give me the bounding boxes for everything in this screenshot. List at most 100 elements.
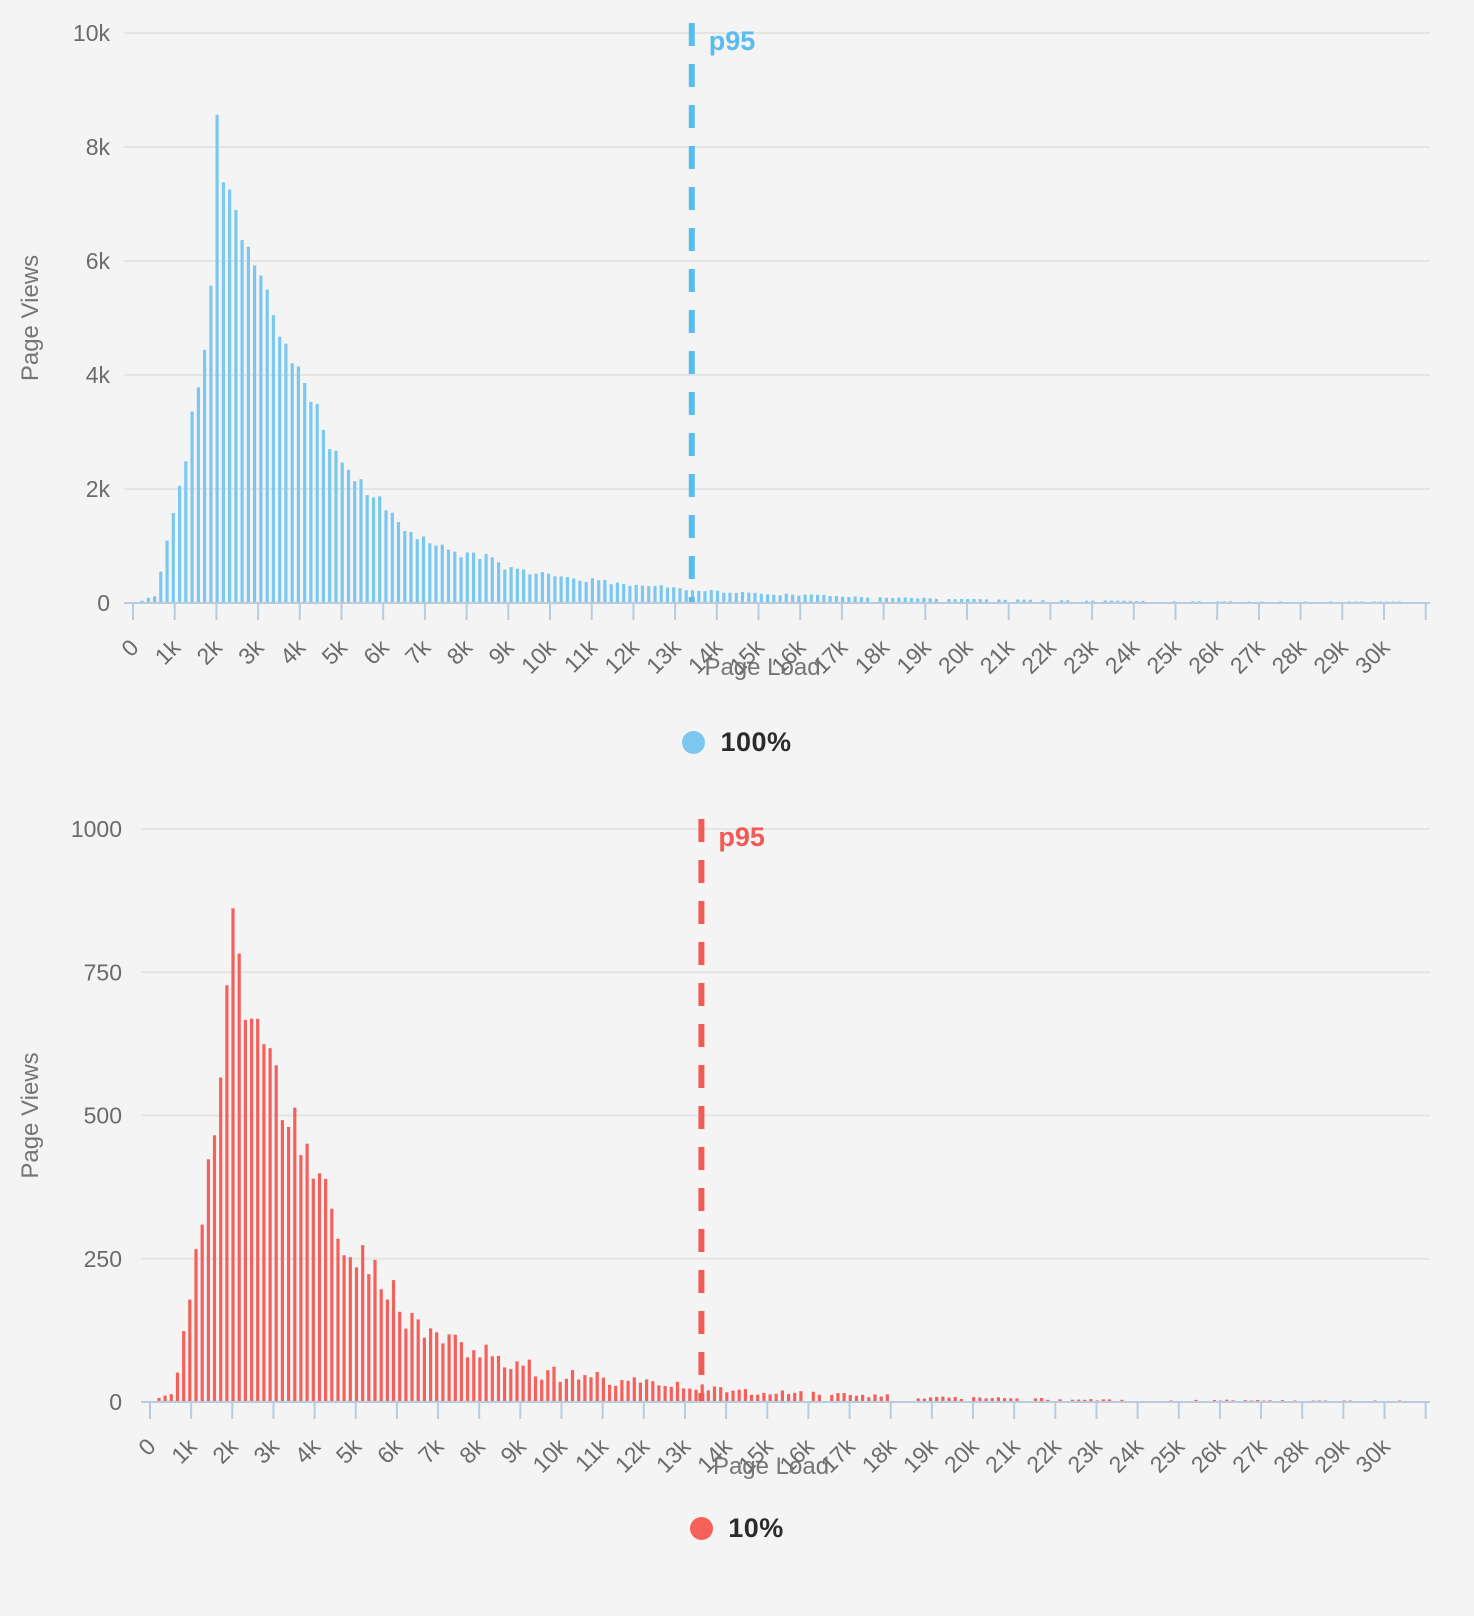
histogram-bar bbox=[703, 591, 707, 603]
x-tick-label: 20k bbox=[939, 1433, 984, 1478]
histogram-bar bbox=[440, 544, 444, 603]
histogram-bar bbox=[478, 559, 482, 603]
histogram-bar bbox=[797, 595, 801, 603]
x-tick-label: 28k bbox=[1267, 634, 1312, 679]
y-tick-label: 0 bbox=[109, 1389, 122, 1415]
histogram-bar bbox=[268, 1048, 272, 1402]
histogram-bar bbox=[330, 1208, 334, 1402]
histogram-bar bbox=[466, 1357, 470, 1402]
histogram-bar bbox=[774, 1393, 778, 1402]
histogram-bar bbox=[972, 599, 976, 603]
histogram-bar bbox=[966, 599, 970, 603]
histogram-bar bbox=[866, 597, 870, 603]
histogram-bar bbox=[645, 1379, 649, 1402]
histogram-bar bbox=[472, 552, 476, 603]
histogram-bar bbox=[626, 1380, 630, 1402]
histogram-bar bbox=[959, 599, 964, 603]
legend-label-100: 100% bbox=[720, 726, 792, 757]
histogram-bar bbox=[1225, 1399, 1229, 1402]
sampled-histogram-legend[interactable]: 10% bbox=[0, 1508, 1474, 1548]
histogram-bar bbox=[305, 1143, 309, 1402]
histogram-bar bbox=[772, 594, 776, 603]
histogram-bar bbox=[690, 590, 695, 603]
y-tick-label: 1000 bbox=[71, 816, 122, 842]
histogram-bar bbox=[816, 594, 820, 603]
histogram-bar bbox=[759, 593, 763, 603]
histogram-bar bbox=[265, 289, 269, 603]
x-tick-label: 3k bbox=[233, 634, 269, 670]
histogram-bar bbox=[1194, 1399, 1198, 1402]
histogram-bar bbox=[547, 573, 551, 603]
histogram-bar bbox=[240, 240, 244, 603]
histogram-bar bbox=[422, 1337, 426, 1402]
histogram-bar bbox=[163, 1395, 167, 1402]
chart-sampled-histogram: 0 250 500 750 1000 0 1k 2k 3k 4k 5k 6k 7k 8k 9k 10k 11k 1… bbox=[0, 786, 1474, 1548]
histogram-bar bbox=[749, 1394, 754, 1402]
y-axis-title: Page Views bbox=[17, 255, 44, 381]
histogram-bar bbox=[577, 1379, 581, 1402]
x-axis-title: Page Load bbox=[713, 1453, 829, 1480]
histogram-bar bbox=[935, 1396, 939, 1402]
histogram-bar bbox=[212, 1135, 217, 1402]
histogram-bar bbox=[737, 1389, 741, 1402]
histogram-bar bbox=[190, 411, 194, 603]
histogram-bar bbox=[928, 1397, 933, 1402]
x-tick-label: 30k bbox=[1350, 1433, 1395, 1478]
histogram-bar bbox=[903, 597, 907, 603]
histogram-bar bbox=[719, 1387, 723, 1402]
y-tick-label: 10k bbox=[73, 20, 111, 46]
histogram-bar bbox=[879, 1396, 883, 1402]
histogram-bar bbox=[728, 592, 732, 603]
histogram-bar bbox=[250, 1018, 254, 1402]
histogram-bar bbox=[385, 1299, 389, 1402]
histogram-bar bbox=[978, 599, 982, 603]
histogram-bar bbox=[459, 557, 463, 603]
histogram-bar bbox=[647, 586, 651, 603]
histogram-bar bbox=[684, 590, 688, 603]
x-tick-label: 11k bbox=[570, 1433, 614, 1477]
y-tick-label: 500 bbox=[84, 1103, 122, 1129]
histogram-bar bbox=[928, 598, 932, 603]
histogram-bar bbox=[1116, 600, 1120, 603]
histogram-bar bbox=[259, 275, 263, 603]
histogram-bar bbox=[228, 189, 232, 603]
histogram-bar bbox=[348, 1257, 352, 1402]
x-tick-label: 18k bbox=[857, 1433, 902, 1478]
histogram-bar bbox=[497, 562, 501, 603]
histogram-bar bbox=[321, 429, 325, 603]
histogram-bar bbox=[787, 1394, 791, 1402]
histogram-bar bbox=[659, 585, 663, 603]
histogram-bar bbox=[715, 590, 720, 603]
histogram-bar bbox=[615, 582, 619, 603]
histogram-bar bbox=[219, 1077, 223, 1402]
histogram-bar bbox=[391, 1280, 396, 1402]
histogram-bar bbox=[909, 597, 913, 603]
x-tick-label: 2k bbox=[191, 634, 227, 670]
histogram-bar bbox=[522, 569, 526, 603]
histogram-bar bbox=[453, 551, 457, 603]
histogram-bar bbox=[1141, 600, 1145, 603]
histogram-bar bbox=[953, 599, 957, 603]
histogram-bar bbox=[182, 1331, 186, 1402]
x-tick-label: 6k bbox=[372, 1433, 408, 1469]
histogram-bar bbox=[234, 209, 238, 603]
x-tick-label: 4k bbox=[275, 634, 311, 670]
x-tick-label: 10k bbox=[527, 1433, 572, 1478]
histogram-bar bbox=[784, 593, 788, 603]
histogram-bar bbox=[421, 536, 426, 603]
x-tick-label: 13k bbox=[651, 1433, 696, 1478]
histogram-bar bbox=[311, 1178, 315, 1402]
histogram-bar bbox=[620, 1380, 624, 1402]
histogram-bar bbox=[309, 401, 313, 603]
x-tick-label: 18k bbox=[850, 634, 895, 679]
full-histogram-legend[interactable]: 100% bbox=[0, 722, 1474, 762]
histogram-bar bbox=[688, 1388, 692, 1402]
histogram-bar bbox=[206, 1159, 210, 1402]
histogram-bar bbox=[762, 1392, 766, 1402]
histogram-bar bbox=[743, 1389, 747, 1402]
p95-label: p95 bbox=[718, 822, 765, 852]
histogram-bar bbox=[1066, 600, 1070, 603]
histogram-bar bbox=[853, 596, 857, 603]
